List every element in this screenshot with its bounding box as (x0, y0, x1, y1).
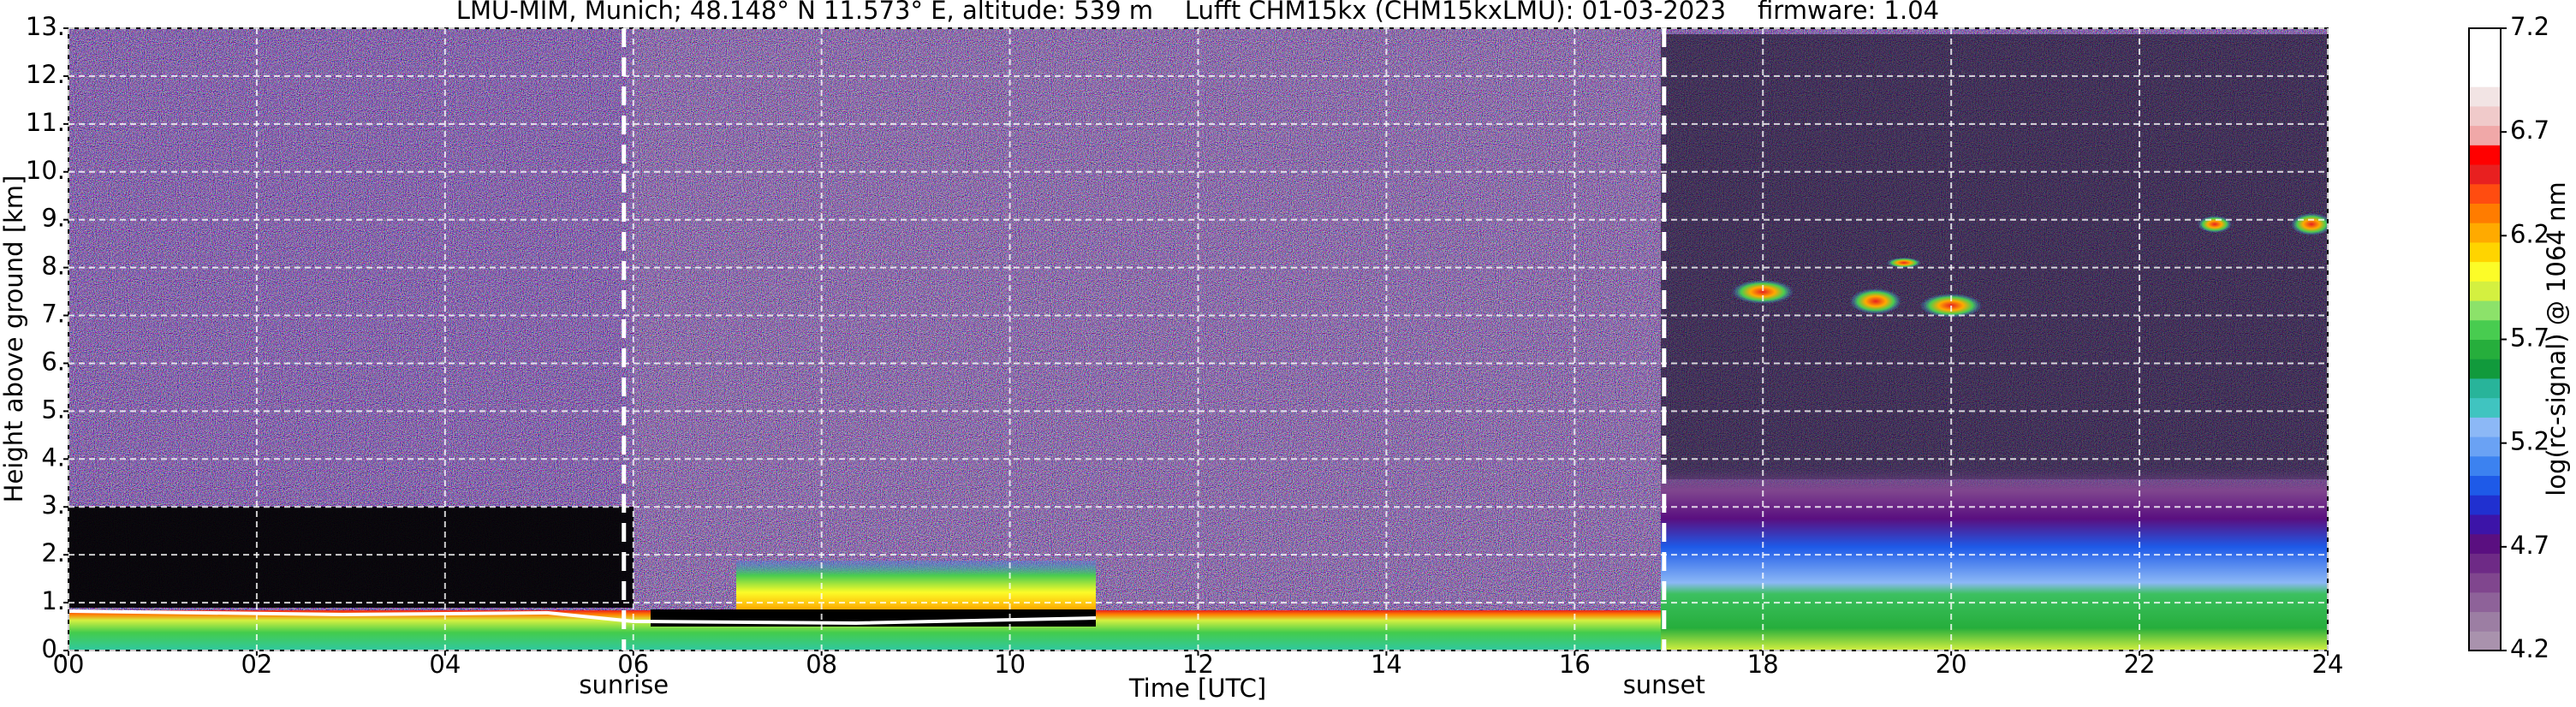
cloud (2198, 216, 2232, 233)
chart-title: LMU-MIM, Munich; 48.148° N 11.573° E, al… (456, 0, 1939, 25)
y-axis-label: Height above ground [km] (0, 175, 28, 503)
x-tick-label: 04 (429, 650, 461, 679)
y-tick-label: 0. (41, 634, 65, 663)
colorbar-tick-label: 7.2 (2510, 12, 2549, 41)
marker-label: sunrise (579, 670, 669, 699)
y-tick-label: 7. (41, 300, 65, 329)
colorbar-segment (2469, 553, 2501, 573)
colorbar-segment (2469, 533, 2501, 554)
x-tick-label: 12 (1182, 650, 1214, 679)
colorbar-segment (2469, 475, 2501, 496)
y-tick-label: 6. (41, 347, 65, 376)
colorbar-segment (2469, 164, 2501, 185)
colorbar-segment (2469, 145, 2501, 165)
x-tick-label: 06 (617, 650, 649, 679)
colorbar-segment (2469, 631, 2501, 651)
night-clear (1661, 34, 2328, 479)
y-tick-label: 11. (26, 108, 65, 137)
colorbar-tick-label: 5.2 (2510, 427, 2549, 456)
x-tick-label: 00 (53, 650, 85, 679)
cloud (1850, 288, 1901, 314)
y-tick-label: 12. (26, 60, 65, 89)
colorbar-segment (2469, 514, 2501, 535)
colorbar-segment (2469, 611, 2501, 632)
x-tick-label: 22 (2124, 650, 2156, 679)
x-axis-label: Time [UTC] (1128, 674, 1266, 703)
colorbar-tick-label: 4.7 (2510, 531, 2549, 560)
y-tick-label: 4. (41, 443, 65, 472)
cloud (1887, 258, 1921, 268)
cloud (2291, 213, 2328, 235)
colorbar-segment (2469, 47, 2501, 68)
x-tick-label: 18 (1747, 650, 1779, 679)
x-tick-label: 08 (806, 650, 837, 679)
x-tick-label: 02 (241, 650, 272, 679)
colorbar-segment (2469, 319, 2501, 340)
colorbar-tick-label: 6.2 (2510, 219, 2549, 248)
colorbar-tick-label: 6.7 (2510, 116, 2549, 145)
colorbar-segment (2469, 359, 2501, 379)
cloud (1732, 280, 1794, 304)
y-tick-label: 2. (41, 538, 65, 567)
colorbar-segment (2469, 437, 2501, 457)
x-tick-label: 10 (994, 650, 1026, 679)
x-tick-label: 20 (1936, 650, 1967, 679)
colorbar-segment (2469, 591, 2501, 613)
x-tick-label: 24 (2312, 650, 2344, 679)
y-tick-label: 13. (26, 12, 65, 41)
colorbar-label: log(rc-signal) @ 1064 nm (2542, 181, 2571, 496)
y-tick-label: 3. (41, 490, 65, 520)
colorbar-segment (2469, 300, 2501, 321)
colorbar-segment (2469, 241, 2501, 263)
colorbar-segment (2469, 339, 2501, 359)
colorbar-segment (2469, 125, 2501, 146)
y-tick-label: 10. (26, 156, 65, 185)
colorbar-segment (2469, 223, 2501, 243)
colorbar-segment (2469, 281, 2501, 301)
colorbar-segment (2469, 203, 2501, 223)
colorbar-segment (2469, 455, 2501, 477)
aerosol-layer (736, 561, 1096, 609)
x-tick-label: 14 (1371, 650, 1402, 679)
marker-label: sunset (1623, 670, 1705, 699)
boundary-line (68, 609, 1097, 626)
colorbar-segment (2469, 573, 2501, 593)
y-tick-label: 9. (41, 204, 65, 233)
y-tick-label: 8. (41, 252, 65, 281)
colorbar-segment (2469, 105, 2501, 127)
colorbar-segment (2469, 495, 2501, 515)
clear-layer (68, 507, 634, 608)
colorbar-segment (2469, 86, 2501, 107)
colorbar-segment (2469, 67, 2501, 87)
colorbar-segment (2469, 183, 2501, 204)
signal-field (68, 28, 2328, 651)
evening-layer (1661, 462, 2328, 651)
colorbar-tick-label: 5.7 (2510, 324, 2549, 353)
colorbar-segment (2469, 377, 2501, 399)
y-tick-label: 1. (41, 586, 65, 615)
colorbar-segment (2469, 28, 2501, 49)
x-tick-label: 16 (1559, 650, 1591, 679)
colorbar-segment (2469, 397, 2501, 418)
colorbar-tick-label: 4.2 (2510, 634, 2549, 663)
colorbar-segment (2469, 417, 2501, 437)
y-tick-label: 5. (41, 395, 65, 424)
colorbar-segment (2469, 261, 2501, 282)
